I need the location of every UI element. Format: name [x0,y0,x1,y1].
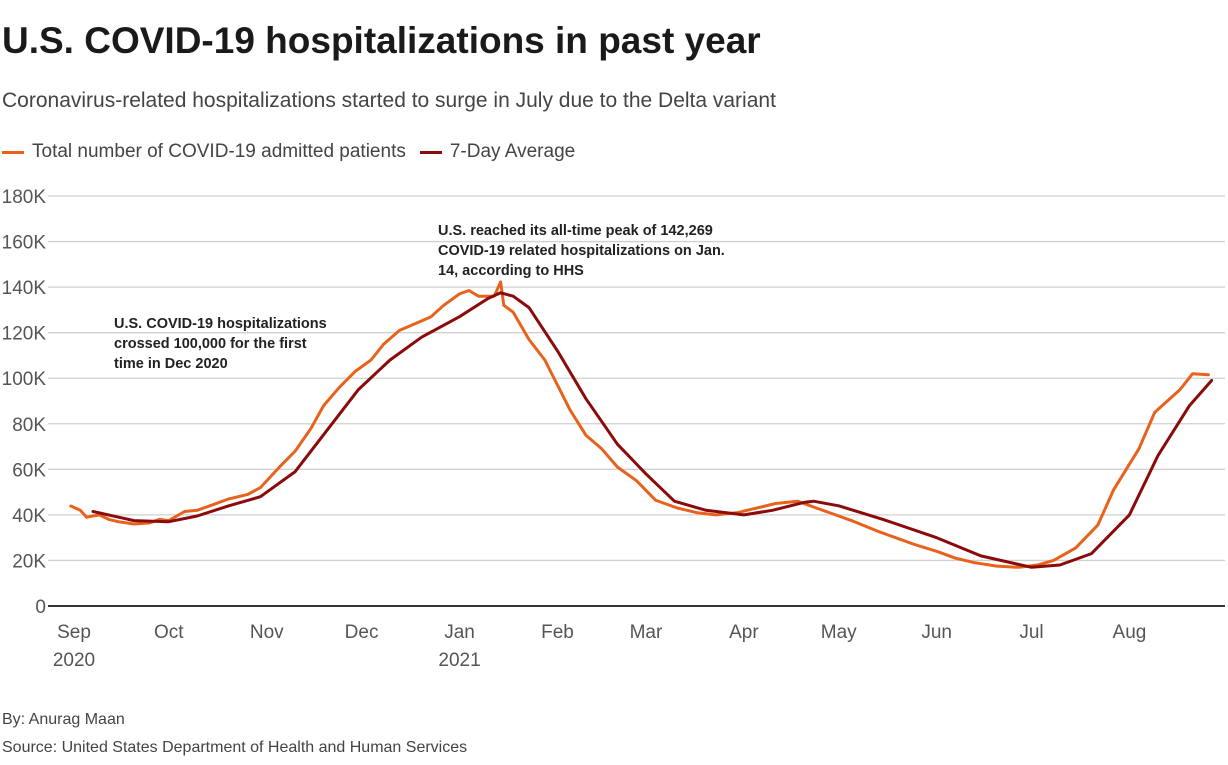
annotation-line: COVID-19 related hospitalizations on Jan… [438,243,725,259]
chart-subtitle: Coronavirus-related hospitalizations sta… [2,89,776,112]
y-tick-label: 120K [2,324,47,345]
x-tick-label: Aug [1113,622,1147,643]
legend-item-total: Total number of COVID-19 admitted patien… [2,141,406,163]
legend-label-average: 7-Day Average [449,141,576,162]
source: Source: United States Department of Heal… [2,739,468,756]
annotation-dec-2020: U.S. COVID-19 hospitalizations crossed 1… [114,314,327,374]
y-tick-label: 80K [12,415,46,436]
annotation-line: U.S. reached its all-time peak of 142,26… [438,223,713,239]
x-tick-label: Nov [250,622,284,643]
y-tick-label: 60K [12,460,46,481]
x-tick-label: Feb [541,622,574,643]
x-tick-label: Jul [1019,622,1043,643]
annotation-line: 14, according to HHS [438,263,584,279]
chart-title: U.S. COVID-19 hospitalizations in past y… [2,20,761,61]
x-tick-label: Apr [729,622,759,643]
legend: Total number of COVID-19 admitted patien… [2,141,575,163]
y-tick-label: 40K [12,506,46,527]
x-tick-label: May [821,622,857,643]
series-total-line [69,280,1210,569]
x-tick-year-label: 2021 [438,650,480,671]
legend-swatch-average [419,150,442,154]
legend-item-average: 7-Day Average [419,141,576,163]
annotation-line: U.S. COVID-19 hospitalizations [114,316,327,332]
x-tick-label: Dec [345,622,379,643]
y-tick-label: 180K [2,187,47,208]
x-tick-label: Oct [154,622,184,643]
x-tick-year-label: 2020 [53,650,95,671]
y-tick-label: 160K [2,233,47,254]
series-7day-average-line [91,291,1214,569]
y-tick-label: 0 [35,597,46,618]
x-tick-label: Jun [921,622,952,643]
annotation-line: crossed 100,000 for the first [114,336,307,352]
legend-swatch-total [2,150,24,154]
legend-label-total: Total number of COVID-19 admitted patien… [32,141,406,162]
annotation-peak: U.S. reached its all-time peak of 142,26… [438,221,725,281]
byline: By: Anurag Maan [2,711,125,728]
y-tick-label: 140K [2,278,47,299]
x-tick-label: Mar [630,622,663,643]
y-tick-label: 100K [2,369,47,390]
x-tick-label: Sep [57,622,91,643]
y-tick-label: 20K [12,551,46,572]
x-tick-label: Jan [444,622,475,643]
annotation-line: time in Dec 2020 [114,356,228,372]
